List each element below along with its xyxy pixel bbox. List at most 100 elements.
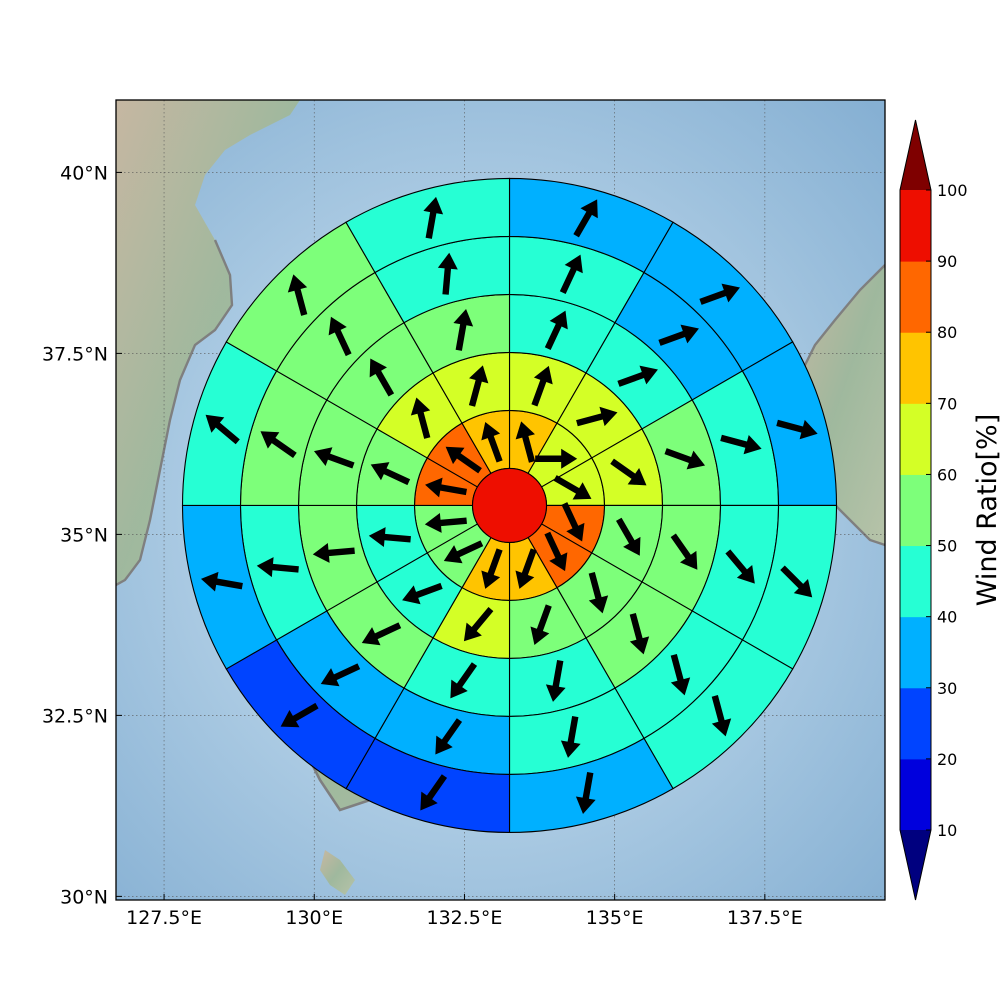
wind-arrow-ring3-11 (369, 358, 395, 397)
colorbar-tick-label: 20 (937, 750, 957, 769)
wind-arrow-ring1-12 (481, 421, 503, 463)
wind-arrow-ring2-2 (576, 406, 618, 427)
wind-arrow-ring4-12 (437, 252, 458, 295)
wind-arrow-ring4-9 (256, 557, 299, 578)
y-axis-ticks: 30°N 32.5°N 35°N 37.5°N 40°N (42, 162, 122, 908)
x-tick-label: 132.5°E (427, 907, 503, 929)
wind-arrow-ring4-2 (658, 324, 699, 346)
landmass-korea (116, 100, 300, 585)
wind-arrow-ring4-4 (725, 549, 755, 584)
wind-arrow-ring5-10 (205, 414, 240, 445)
wind-arrow-ring2-5 (588, 571, 609, 614)
y-tick-label: 30°N (60, 886, 108, 908)
x-tick-label: 127.5°E (126, 907, 202, 929)
wind-arrow-ring1-4 (561, 502, 585, 542)
wind-arrow-ring3-1 (544, 310, 568, 351)
wind-arrow-ring4-8 (320, 663, 361, 687)
x-axis-ticks: 127.5°E 130°E 132.5°E 135°E 137.5°E (126, 894, 803, 929)
colorbar-extend-min (900, 830, 931, 900)
wind-arrow-ring3-3 (664, 448, 706, 470)
wind-arrow-ring3-2 (617, 365, 658, 387)
colorbar-band (900, 474, 931, 547)
colorbar-band (900, 545, 931, 618)
wind-arrow-ring2-4 (616, 517, 641, 556)
wind-arrow-ring2-11 (410, 397, 431, 439)
wind-arrow-ring2-9 (368, 527, 411, 548)
wind-arrow-ring3-10 (313, 447, 355, 469)
x-tick-label: 135°E (586, 907, 644, 929)
wind-arrow-ring5-9 (200, 571, 243, 592)
colorbar-extend-max (900, 120, 931, 190)
wind-arrow-ring1-11 (445, 446, 482, 474)
colorbar-band (900, 616, 931, 689)
wind-arrow-ring5-6 (575, 772, 596, 814)
landmass-kyushu-island (320, 850, 355, 895)
wind-arrow-ring4-1 (559, 254, 583, 294)
y-tick-label: 35°N (60, 524, 108, 546)
wind-direction-arrows (200, 196, 818, 814)
wind-arrow-ring4-10 (260, 431, 297, 458)
map-frame (115, 99, 886, 901)
colorbar-tick-label: 10 (937, 821, 957, 840)
wind-arrow-ring1-10 (425, 477, 467, 498)
colorbar: 10 20 30 40 50 60 70 80 90 100 (899, 119, 968, 901)
colorbar-tick-label: 90 (937, 252, 957, 271)
colorbar-tick-label: 100 (937, 181, 968, 200)
wind-arrow-ring4-6 (560, 716, 581, 758)
wind-arrow-ring2-7 (463, 607, 494, 642)
wind-arrow-ring2-1 (531, 365, 553, 407)
wind-arrow-ring2-8 (402, 582, 443, 605)
colorbar-band (900, 758, 931, 831)
colorbar-tick-label: 30 (937, 679, 957, 698)
wind-arrow-ring2-6 (530, 604, 552, 645)
coastline-korea (116, 239, 234, 587)
wind-arrow-ring1-5 (544, 531, 568, 572)
colorbar-tick-label: 70 (937, 394, 957, 413)
wind-arrow-ring5-4 (780, 565, 813, 598)
wind-arrow-ring5-3 (776, 419, 818, 440)
wind-arrow-ring4-7 (435, 718, 463, 755)
colorbar-tick-label: 80 (937, 323, 957, 342)
wind-arrow-ring5-8 (280, 702, 319, 728)
wind-arrow-ring3-4 (670, 533, 698, 570)
wind-arrow-ring2-10 (370, 462, 411, 486)
wind-arrow-ring1-6 (515, 548, 537, 589)
wind-arrow-ring1-2 (535, 448, 578, 469)
colorbar-tick-label: 40 (937, 608, 957, 627)
colorbar-band (900, 190, 931, 262)
wind-arrow-ring4-11 (328, 316, 352, 357)
y-tick-label: 40°N (60, 162, 108, 184)
wind-arrow-ring1-3 (553, 475, 592, 500)
colorbar-tick-label: 50 (937, 537, 957, 556)
wind-arrow-ring3-5 (629, 613, 650, 655)
colorbar-tick-label: 60 (937, 465, 957, 484)
colorbar-band (900, 403, 931, 475)
colorbar-band (900, 687, 931, 760)
colorbar-label: Wind Ratio[%] (972, 414, 1000, 606)
wind-arrow-ring1-1 (515, 421, 536, 463)
wind-arrow-ring1-7 (481, 548, 503, 589)
wind-arrow-ring5-12 (423, 196, 444, 239)
wind-ratio-sectors (181, 177, 838, 833)
wind-arrow-ring3-9 (312, 543, 355, 563)
wind-arrow-ring3-8 (361, 622, 402, 646)
wind-arrow-ring4-3 (720, 434, 762, 455)
wind-arrow-ring1-8 (443, 540, 484, 564)
wind-arrow-ring5-7 (420, 774, 448, 811)
center-circle (471, 467, 548, 543)
colorbar-band (900, 261, 931, 333)
wind-arrow-ring2-12 (468, 365, 489, 407)
x-tick-label: 137.5°E (727, 907, 803, 929)
wind-arrow-ring1-9 (424, 512, 467, 533)
wind-arrow-ring5-2 (699, 283, 740, 305)
x-tick-label: 130°E (285, 907, 343, 929)
wind-arrow-ring3-6 (545, 659, 566, 702)
wind-arrow-ring2-3 (610, 458, 647, 486)
wind-arrow-ring3-12 (453, 308, 474, 351)
wind-arrow-ring5-11 (287, 274, 308, 316)
y-tick-label: 37.5°N (42, 343, 108, 365)
colorbar-band (900, 332, 931, 404)
wind-arrow-ring4-5 (670, 654, 691, 696)
y-tick-label: 32.5°N (42, 705, 108, 727)
